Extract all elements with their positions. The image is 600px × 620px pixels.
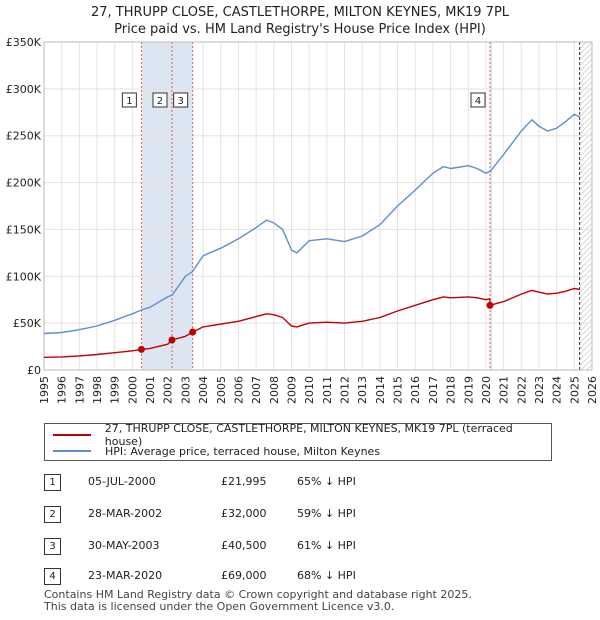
- sale-hpi-diff: 59% ↓ HPI: [297, 507, 356, 520]
- y-tick-label: £250K: [6, 130, 42, 143]
- legend-item-hpi: HPI: Average price, terraced house, Milt…: [53, 443, 380, 459]
- sale-date: 05-JUL-2000: [88, 475, 156, 488]
- price-chart: 1 2 3 4 £0 £50K £100K £150K £200K £250K £300K £350K…: [6, 36, 599, 404]
- x-tick-label: 2014: [374, 376, 387, 404]
- legend: 27, THRUPP CLOSE, CASTLETHORPE, MILTON K…: [44, 422, 552, 461]
- sale-price: £40,500: [221, 539, 267, 552]
- x-tick-label: 2000: [126, 376, 139, 404]
- x-tick-label: 2005: [215, 376, 228, 404]
- sale-label-box: [152, 92, 168, 108]
- sale-price: £69,000: [221, 569, 267, 582]
- x-tick-label: 1998: [91, 376, 104, 404]
- y-tick-label: £100K: [6, 270, 42, 283]
- x-tick-label: 2015: [392, 376, 405, 404]
- legend-item-property: 27, THRUPP CLOSE, CASTLETHORPE, MILTON K…: [53, 422, 551, 448]
- sale-row: 2 28-MAR-2002 £32,000 59% ↓ HPI: [44, 506, 564, 526]
- y-tick-label: £350K: [6, 36, 42, 49]
- sale-number-badge: 2: [44, 506, 61, 523]
- x-tick-label: 2013: [356, 376, 369, 404]
- sale-label-text: 3: [177, 96, 183, 107]
- x-tick-label: 2011: [321, 376, 334, 404]
- sale-label-box: [173, 92, 189, 108]
- shaded-period: [490, 42, 493, 370]
- legend-swatch-hpi: [53, 450, 91, 452]
- sale-point: [137, 345, 145, 353]
- legend-label-hpi: HPI: Average price, terraced house, Milt…: [105, 444, 381, 458]
- sale-number-badge: 1: [44, 474, 61, 491]
- y-tick-label: £150K: [6, 223, 42, 236]
- sale-row: 4 23-MAR-2020 £69,000 68% ↓ HPI: [44, 568, 564, 588]
- x-tick-label: 2018: [445, 376, 458, 404]
- x-tick-label: 2009: [285, 376, 298, 404]
- sale-price: £21,995: [221, 475, 267, 488]
- price-series-line: [43, 287, 580, 358]
- y-tick-label: £0: [27, 364, 41, 377]
- sale-row: 3 30-MAY-2003 £40,500 61% ↓ HPI: [44, 538, 564, 558]
- x-tick-label: 2026: [586, 376, 599, 404]
- x-tick-label: 1995: [38, 376, 51, 404]
- sale-label-box: [121, 92, 137, 108]
- sale-label-text: 1: [126, 96, 132, 107]
- x-tick-label: 2023: [533, 376, 546, 404]
- sale-number-badge: 4: [44, 568, 61, 585]
- sale-hpi-diff: 68% ↓ HPI: [297, 569, 356, 582]
- x-tick-label: 2017: [427, 376, 440, 404]
- plot-area: [44, 42, 592, 370]
- x-tick-label: 1996: [56, 376, 69, 404]
- x-tick-label: 2004: [197, 376, 210, 404]
- sale-label-text: 4: [475, 96, 481, 107]
- y-tick-label: £50K: [13, 317, 42, 330]
- footer-licence: This data is licensed under the Open Gov…: [44, 600, 395, 613]
- sale-label-text: 2: [157, 96, 163, 107]
- sale-row: 1 05-JUL-2000 £21,995 65% ↓ HPI: [44, 474, 564, 494]
- x-tick-label: 2010: [303, 376, 316, 404]
- legend-swatch-property: [53, 434, 91, 436]
- x-tick-label: 2003: [179, 376, 192, 404]
- sale-hpi-diff: 61% ↓ HPI: [297, 539, 356, 552]
- legend-label-property: 27, THRUPP CLOSE, CASTLETHORPE, MILTON K…: [104, 422, 513, 448]
- hpi-series-line: [43, 113, 580, 335]
- sale-date: 28-MAR-2002: [88, 507, 163, 520]
- x-tick-label: 2021: [498, 376, 511, 404]
- shaded-period: [171, 42, 193, 370]
- sale-point: [486, 301, 494, 309]
- x-tick-label: 2022: [515, 376, 528, 404]
- x-tick-label: 2007: [250, 376, 263, 404]
- x-tick-label: 1997: [73, 376, 86, 404]
- x-tick-label: 2025: [568, 376, 581, 404]
- x-tick-label: 2012: [339, 376, 352, 404]
- x-tick-label: 2006: [232, 376, 245, 404]
- sale-price: £32,000: [221, 507, 267, 520]
- plot-frame: [43, 41, 593, 371]
- y-tick-label: £200K: [6, 177, 42, 190]
- x-tick-label: 2002: [162, 376, 175, 404]
- sale-point: [189, 328, 197, 336]
- hatched-future-area: [579, 42, 592, 370]
- sale-number-badge: 3: [44, 538, 61, 555]
- x-tick-label: 1999: [109, 376, 122, 404]
- x-tick-label: 2008: [268, 376, 281, 404]
- x-tick-label: 2024: [551, 376, 564, 404]
- sale-date: 30-MAY-2003: [88, 539, 160, 552]
- x-tick-label: 2019: [462, 376, 475, 404]
- sale-label-box: [470, 92, 486, 108]
- x-tick-label: 2020: [480, 376, 493, 404]
- sale-hpi-diff: 65% ↓ HPI: [297, 475, 356, 488]
- chart-title-line-1: 27, THRUPP CLOSE, CASTLETHORPE, MILTON K…: [90, 5, 510, 20]
- sale-point: [168, 336, 176, 344]
- x-tick-label: 2016: [409, 376, 422, 404]
- sale-date: 23-MAR-2020: [88, 569, 163, 582]
- footer: Contains HM Land Registry data © Crown c…: [44, 589, 472, 613]
- chart-title-line-2: Price paid vs. HM Land Registry's House …: [114, 22, 486, 37]
- footer-copyright: Contains HM Land Registry data © Crown c…: [44, 588, 472, 601]
- x-tick-label: 2001: [144, 376, 157, 404]
- y-tick-label: £300K: [6, 83, 42, 96]
